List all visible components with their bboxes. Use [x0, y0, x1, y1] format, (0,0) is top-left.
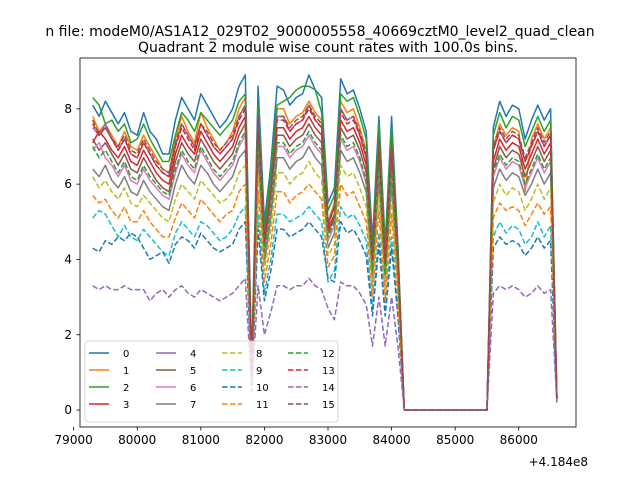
legend-label-15: 15 — [322, 400, 335, 411]
x-tick-label: 85000 — [436, 433, 474, 447]
x-tick-label: 81000 — [182, 433, 220, 447]
legend-label-11: 11 — [256, 400, 269, 411]
series-line-14 — [92, 277, 558, 411]
x-tick-label: 83000 — [309, 433, 347, 447]
x-offset-label: +4.184e8 — [529, 455, 588, 469]
y-tick-label: 6 — [64, 177, 72, 191]
legend-label-6: 6 — [190, 383, 196, 394]
legend-label-8: 8 — [256, 349, 262, 360]
y-tick-label: 8 — [64, 102, 72, 116]
legend-label-12: 12 — [322, 349, 335, 360]
y-tick-label: 2 — [64, 328, 72, 342]
legend-label-10: 10 — [256, 383, 269, 394]
legend-label-5: 5 — [190, 366, 196, 377]
series-line-15 — [92, 104, 558, 411]
y-tick-label: 0 — [64, 403, 72, 417]
chart-title: Quadrant 2 module wise count rates with … — [138, 40, 518, 56]
legend-frame — [84, 340, 339, 423]
x-tick-label: 79000 — [55, 433, 93, 447]
x-tick-label: 86000 — [500, 433, 538, 447]
legend-label-9: 9 — [256, 366, 262, 377]
legend-label-3: 3 — [123, 400, 129, 411]
axis-ticks: 79000 80000 81000 82000 83000 84000 85000 86000… — [55, 102, 538, 447]
plot-frame — [79, 57, 577, 428]
legend-label-1: 1 — [123, 366, 129, 377]
series-line-9 — [92, 205, 558, 411]
x-tick-label: 84000 — [372, 433, 410, 447]
legend-label-14: 14 — [322, 383, 335, 394]
legend-label-0: 0 — [123, 349, 129, 360]
y-tick-label: 4 — [64, 252, 72, 266]
legend-label-7: 7 — [190, 400, 196, 411]
legend-label-13: 13 — [322, 366, 335, 377]
legend-label-2: 2 — [123, 383, 129, 394]
series-layer — [92, 74, 558, 411]
x-tick-label: 82000 — [245, 433, 283, 447]
x-tick-label: 80000 — [118, 433, 156, 447]
series-line-11 — [92, 183, 558, 411]
figure-suptitle: n file: modeM0/AS1A12_029T02_9000005558_… — [45, 24, 594, 40]
legend-label-4: 4 — [190, 349, 196, 360]
